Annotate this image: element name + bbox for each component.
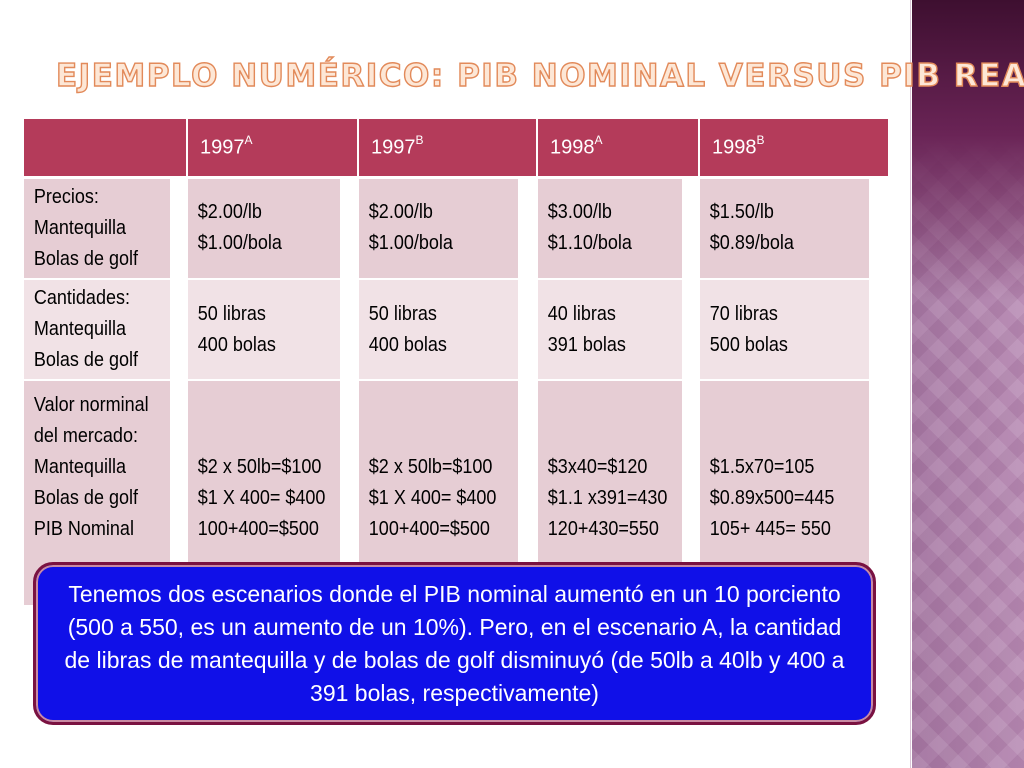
table-cell: 50 libras 400 bolas: [358, 278, 520, 382]
header-cell-1997a: 1997A: [187, 119, 359, 179]
table-cell: 40 libras 391 bolas: [537, 278, 684, 382]
table-cell: $1.50/lb $0.89/bola: [699, 177, 870, 280]
decorative-side-band: [912, 0, 1024, 768]
table-cell: 50 libras 400 bolas: [187, 278, 342, 382]
callout-box: Tenemos dos escenarios donde el PIB nomi…: [33, 562, 876, 725]
header-cell-1998b: 1998B: [699, 119, 888, 179]
callout-text: Tenemos dos escenarios donde el PIB nomi…: [64, 580, 845, 706]
table-cell: $2.00/lb $1.00/bola: [358, 177, 520, 280]
slide-title: Ejemplo numérico: PIB nominal versus PIB…: [55, 57, 1024, 94]
table-cell: $3.00/lb $1.10/bola: [537, 177, 684, 280]
table-row-prices: Precios: Mantequilla Bolas de golf $2.00…: [24, 177, 888, 280]
table-cell: Precios: Mantequilla Bolas de golf: [24, 177, 172, 280]
gdp-table: 1997A 1997B 1998A 1998B Precios: Mantequ…: [24, 119, 888, 607]
header-cell-1997b: 1997B: [358, 119, 538, 179]
header-cell-1998a: 1998A: [537, 119, 700, 179]
table-cell: 70 libras 500 bolas: [699, 278, 870, 382]
header-cell-label: [24, 119, 188, 179]
table-cell: Cantidades: Mantequilla Bolas de golf: [24, 278, 172, 382]
table-cell: $2.00/lb $1.00/bola: [187, 177, 342, 280]
table-header-row: 1997A 1997B 1998A 1998B: [24, 119, 888, 179]
table-row-quantities: Cantidades: Mantequilla Bolas de golf 50…: [24, 278, 888, 382]
